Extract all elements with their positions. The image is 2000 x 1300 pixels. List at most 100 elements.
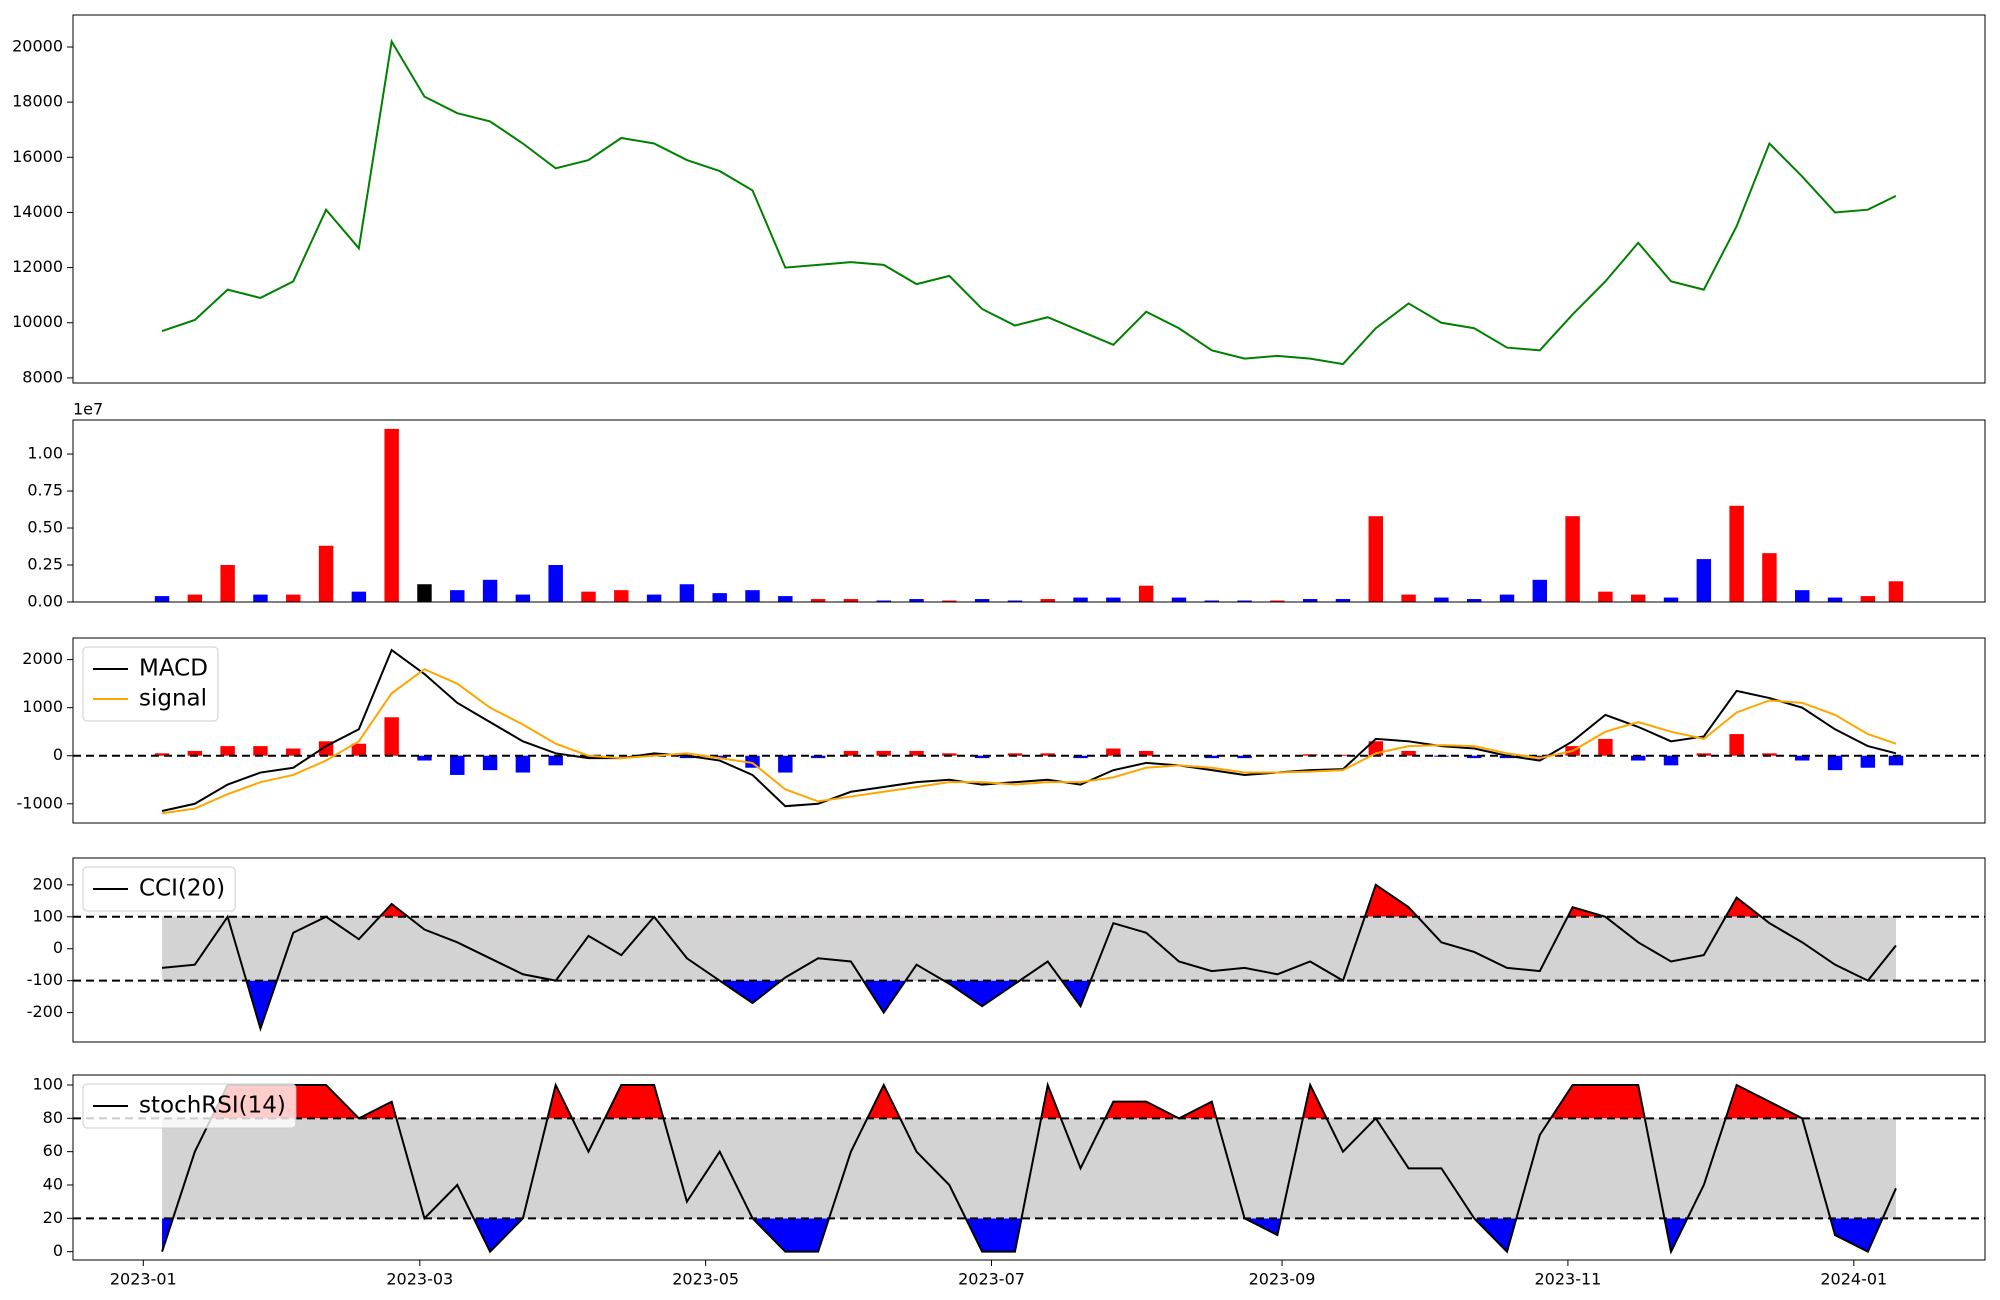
bar [1888,581,1904,602]
histogram-bar [154,753,170,756]
y-tick-label: 80 [43,1108,63,1127]
y-tick-label: -1000 [17,793,64,812]
bar [318,545,334,602]
y-tick-label: 20 [43,1208,63,1227]
x-tick-label: 2023-01 [110,1270,177,1289]
histogram-bar [1499,755,1515,759]
bar [384,428,399,602]
histogram-bar [1138,750,1154,756]
axes-frame [72,637,1986,824]
histogram-bar [1598,738,1613,756]
bar [679,584,695,602]
histogram-bar [384,717,399,756]
histogram-bar [1401,750,1416,756]
bar [1040,599,1055,602]
bar [1696,559,1712,602]
y-tick-label: 60 [43,1141,63,1160]
axes-frame [72,419,1986,603]
bar [1860,596,1876,602]
bar [1302,599,1318,602]
histogram-bar [253,746,268,756]
bar [154,596,170,602]
bar [745,590,760,602]
bar [1106,597,1121,602]
legend-box [82,646,219,722]
y-tick-label: 1000 [22,697,63,716]
bar [515,594,531,602]
bar [974,599,990,602]
histogram-bar [974,755,990,759]
histogram-bar [1860,755,1876,768]
y-tick-label: 0.50 [27,518,63,537]
y-tick-label: 200 [32,874,63,893]
histogram-bar [1696,753,1712,756]
bar [417,584,432,602]
y-tick-label: 100 [32,1075,63,1094]
y-tick-label: 0 [53,1241,63,1260]
y-tick-label: 0.00 [27,592,63,611]
x-tick-label: 2023-07 [958,1270,1025,1289]
y-tick-label: 8000 [22,367,63,386]
bar [909,599,924,602]
bar [1204,600,1219,602]
histogram-bar [1888,755,1904,766]
histogram-bar [942,753,957,756]
bar [548,565,563,602]
histogram-bar [843,750,859,756]
x-tick-label: 2023-09 [1249,1270,1316,1289]
y-tick-label: 100 [32,906,63,925]
histogram-bar [646,753,662,756]
bar [1335,599,1351,602]
histogram-bar [417,755,432,761]
above-fill [162,1085,1896,1119]
histogram-bar [351,743,367,756]
bar [1532,579,1548,602]
band [162,916,1896,981]
x-tick-label: 2024-01 [1820,1270,1887,1289]
histogram-bar [482,755,498,771]
plot-area [154,428,1904,602]
bar [1138,585,1154,602]
legend-box [82,1083,297,1129]
histogram-bar [1106,748,1121,756]
histogram-bar [1466,755,1482,759]
line [161,38,1897,366]
bar [942,600,957,602]
bar [1466,599,1482,602]
bar [187,594,203,602]
bar [778,596,793,602]
histogram-bar [1532,755,1548,759]
band [162,1118,1896,1219]
legend-label: MACD [139,656,208,682]
y-tick-label: 0 [53,938,63,957]
legend-label: stochRSI(14) [139,1093,286,1119]
bar [581,591,596,602]
legend: MACD signal [82,646,219,722]
bar [1762,553,1777,602]
x-tick-label: 2023-11 [1534,1270,1601,1289]
x-tick-label: 2023-03 [386,1270,453,1289]
x-tick-label: 2023-05 [672,1270,739,1289]
histogram-bar [1762,753,1777,756]
histogram-bar [810,755,826,759]
bar [253,594,268,602]
bar [1729,505,1744,602]
histogram-bar [515,755,531,773]
y-tick-label: 16000 [12,147,63,166]
bar [843,599,859,602]
legend-label: CCI(20) [139,876,225,902]
y-tick-label: 2000 [22,649,63,668]
bar [876,600,891,602]
offset-label: 1e7 [73,400,103,419]
bar [286,594,301,602]
histogram-bar [712,755,727,759]
legend: CCI(20) [82,866,236,912]
y-tick-label: 0 [53,745,63,764]
y-tick-label: 18000 [12,92,63,111]
histogram-bar [909,750,924,756]
histogram-bar [1663,755,1679,766]
y-tick-label: 0.75 [27,481,63,500]
bar [351,591,367,602]
plot-area [73,1081,1985,1255]
